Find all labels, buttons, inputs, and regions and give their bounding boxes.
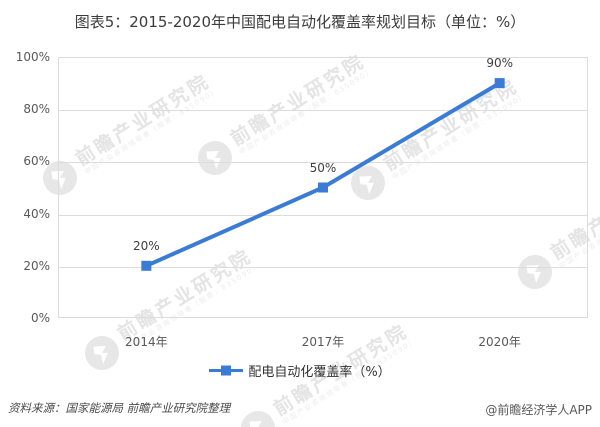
data-point-label: 50% [309, 160, 337, 175]
x-tick-label: 2014年 [125, 335, 168, 349]
legend: 配电自动化覆盖率（%） [0, 361, 600, 380]
y-tick-label: 40% [23, 206, 50, 221]
legend-marker-icon [209, 365, 244, 376]
y-tick-label: 100% [15, 50, 50, 64]
credit-text: @前瞻经济学人APP [485, 403, 592, 417]
line-series [141, 78, 505, 271]
legend-square-marker [221, 365, 232, 376]
y-tick-label: 60% [23, 154, 50, 169]
gridline [59, 266, 587, 268]
y-tick-label: 0% [30, 311, 50, 325]
data-point-marker [494, 78, 505, 89]
source-text: 资料来源：国家能源局 前瞻产业研究院整理 [8, 401, 231, 415]
x-tick-label: 2020年 [478, 335, 521, 349]
y-tick-label: 20% [23, 258, 50, 273]
gridline [59, 214, 587, 216]
data-point-marker [141, 260, 152, 271]
y-tick-label: 80% [23, 102, 50, 117]
data-point-marker [318, 182, 328, 193]
gridline [59, 162, 587, 164]
data-point-label: 20% [132, 238, 160, 253]
x-tick-label: 2017年 [301, 335, 345, 349]
gridline [59, 110, 587, 112]
legend-label: 配电自动化覆盖率（%） [248, 365, 391, 380]
data-point-label: 90% [486, 56, 513, 71]
qianzhan-logo-icon [241, 411, 275, 427]
chart-title: 图表5：2015-2020年中国配电自动化覆盖率规划目标（单位：%） [74, 13, 526, 31]
